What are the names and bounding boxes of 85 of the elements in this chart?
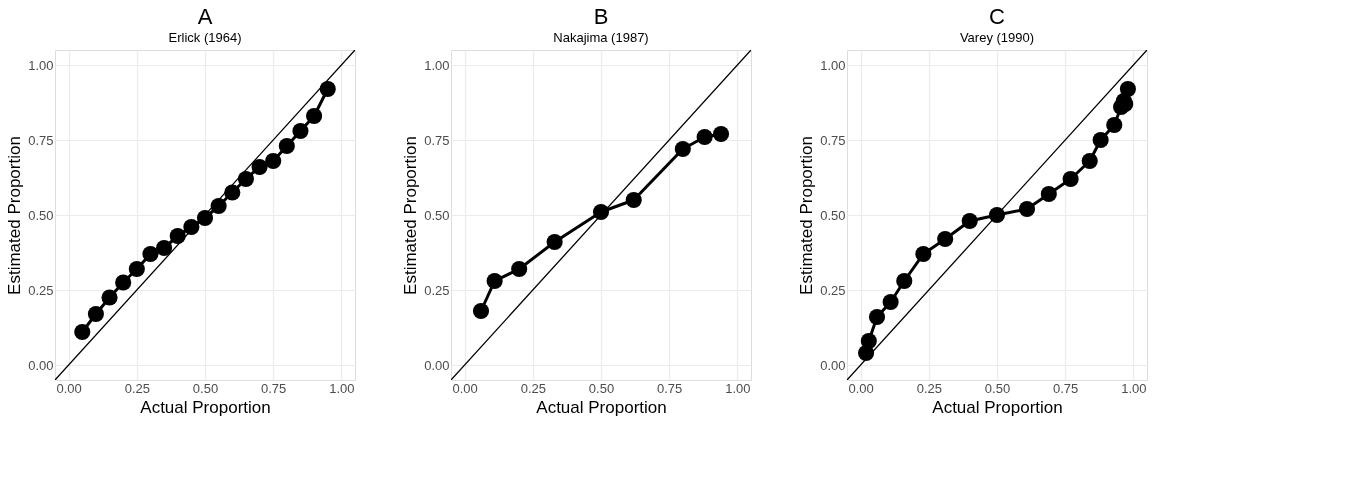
point — [1106, 116, 1123, 134]
y-tick-label: 0.75 — [424, 132, 450, 148]
x-tick-label: 0.50 — [984, 380, 1011, 396]
y-tick-label: 0.00 — [820, 357, 846, 373]
x-tick-label: 0.25 — [520, 380, 546, 396]
point — [1092, 131, 1109, 149]
x-tick-label: 1.00 — [1121, 380, 1147, 396]
x-tick-label: 0.00 — [56, 380, 82, 396]
x-tick-label: 0.00 — [452, 380, 478, 396]
y-tick-label: 1.00 — [28, 57, 54, 73]
y-tick-label: 0.50 — [424, 207, 450, 223]
point — [546, 233, 563, 251]
chart-subtitle: Erlick (1964) — [168, 30, 242, 45]
x-tick-label: 0.75 — [1053, 380, 1079, 396]
y-tick-label: 0.75 — [820, 132, 846, 148]
chart-subtitle: Varey (1990) — [959, 30, 1035, 45]
point — [224, 184, 241, 201]
y-tick-label: 0.50 — [28, 207, 54, 223]
point — [142, 245, 159, 263]
chart-subtitle: Nakajima (1987) — [553, 30, 649, 45]
y-tick-label: 0.75 — [28, 132, 54, 148]
point — [292, 122, 309, 140]
point — [674, 140, 691, 158]
point — [860, 332, 877, 350]
x-tick-label: 1.00 — [329, 380, 355, 396]
point — [128, 260, 145, 278]
point — [961, 212, 978, 230]
y-tick-label: 0.25 — [424, 282, 450, 298]
y-axis-title: Estimated Proportion — [797, 136, 817, 295]
y-tick-label: 0.00 — [424, 357, 450, 373]
y-axis-title: Estimated Proportion — [401, 136, 421, 295]
chart-title: C — [989, 4, 1006, 29]
point — [1018, 200, 1036, 218]
y-axis-title: Estimated Proportion — [5, 136, 25, 295]
point — [210, 197, 227, 215]
point — [486, 272, 503, 290]
point — [1040, 185, 1057, 203]
point — [169, 227, 186, 245]
point — [319, 80, 336, 98]
x-tick-label: 0.75 — [261, 380, 287, 396]
x-axis-title: Actual Proportion — [932, 397, 1063, 417]
chart-title: B — [593, 4, 609, 29]
point — [868, 308, 886, 326]
point — [183, 218, 200, 236]
point — [625, 191, 642, 209]
x-tick-label: 0.25 — [124, 380, 150, 396]
point — [101, 289, 118, 306]
point — [115, 274, 132, 291]
y-tick-label: 0.25 — [820, 282, 846, 298]
point — [915, 245, 932, 263]
x-tick-label: 0.75 — [657, 380, 683, 396]
point — [278, 137, 295, 155]
point — [896, 272, 913, 290]
x-tick-label: 0.50 — [192, 380, 219, 396]
point — [87, 305, 104, 323]
point — [74, 323, 91, 341]
point — [511, 260, 528, 278]
x-axis-title: Actual Proportion — [536, 397, 667, 417]
y-tick-label: 1.00 — [820, 57, 846, 73]
point — [156, 239, 173, 257]
point — [251, 158, 268, 176]
point — [1119, 80, 1136, 98]
point — [1081, 152, 1098, 170]
y-tick-label: 0.25 — [28, 282, 54, 298]
x-tick-label: 0.25 — [916, 380, 942, 396]
point — [306, 107, 323, 125]
point — [988, 206, 1006, 224]
y-tick-label: 1.00 — [424, 57, 450, 73]
y-tick-label: 0.00 — [28, 357, 54, 373]
chart-title: A — [197, 4, 213, 29]
x-tick-label: 0.50 — [588, 380, 615, 396]
point — [237, 170, 254, 188]
point — [592, 203, 610, 221]
point — [937, 230, 954, 248]
x-axis-title: Actual Proportion — [140, 397, 271, 417]
y-tick-label: 0.50 — [820, 207, 846, 223]
point — [712, 125, 730, 143]
point — [1062, 170, 1079, 188]
point — [696, 128, 713, 146]
x-tick-label: 0.00 — [848, 380, 874, 396]
point — [472, 302, 490, 320]
point — [882, 293, 899, 311]
point — [265, 152, 282, 170]
point — [196, 209, 214, 227]
x-tick-label: 1.00 — [725, 380, 751, 396]
